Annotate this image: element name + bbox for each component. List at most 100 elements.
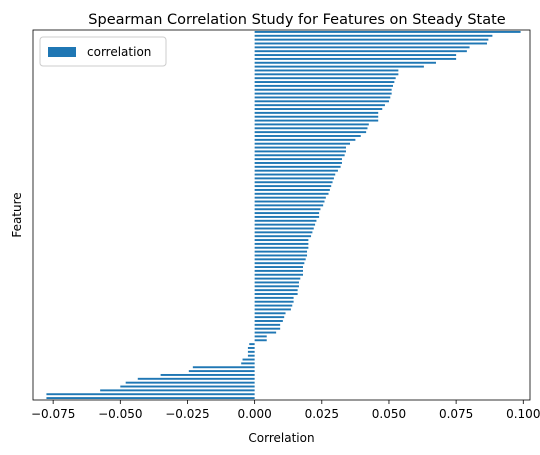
bar	[254, 92, 392, 95]
bar	[254, 323, 281, 326]
bar	[254, 77, 396, 80]
bar	[254, 88, 392, 91]
bar	[254, 273, 303, 276]
y-axis-label: Feature	[10, 192, 24, 237]
x-tick-label: −0.025	[165, 407, 209, 421]
bar	[254, 123, 369, 126]
bar	[254, 231, 313, 234]
bar	[254, 30, 521, 33]
bar	[254, 150, 346, 153]
x-axis-ticks: −0.075 −0.050 −0.025 0.000 0.025 0.050 0.075 0.…	[31, 400, 540, 421]
bar	[242, 358, 255, 361]
legend: correlation	[39, 36, 167, 67]
bar	[254, 281, 299, 284]
bar	[254, 84, 393, 87]
bar	[254, 300, 294, 303]
bar	[254, 127, 368, 130]
bar	[254, 223, 316, 226]
legend-label-correlation: correlation	[87, 45, 151, 59]
bar	[254, 289, 298, 292]
bar	[254, 119, 379, 122]
bar-group	[46, 30, 521, 400]
x-tick-label: 0.025	[305, 407, 339, 421]
bar	[254, 169, 338, 172]
bar	[254, 235, 312, 238]
bar	[120, 385, 255, 388]
bar	[160, 373, 255, 376]
bar	[254, 154, 345, 157]
bar	[254, 54, 457, 57]
x-tick-label: −0.075	[31, 407, 75, 421]
bar	[254, 115, 379, 118]
bar	[254, 320, 283, 322]
x-axis-label: Correlation	[248, 431, 314, 445]
x-tick-label: 0.100	[506, 407, 540, 421]
bar	[254, 215, 320, 218]
bar	[254, 339, 267, 342]
bar	[254, 277, 301, 280]
bar	[254, 239, 309, 242]
legend-box	[39, 36, 167, 67]
bar	[46, 397, 255, 400]
plot-frame	[32, 29, 531, 401]
bar	[254, 327, 281, 330]
bar	[254, 200, 325, 203]
bar	[254, 138, 356, 141]
bar	[254, 258, 306, 261]
bar	[254, 131, 367, 134]
bar	[247, 347, 255, 349]
bar	[247, 350, 255, 353]
x-tick-label: 0.050	[372, 407, 406, 421]
legend-swatch-correlation	[48, 47, 76, 57]
bar	[192, 366, 255, 369]
bar	[254, 335, 267, 338]
bar	[254, 96, 391, 99]
bar	[241, 362, 255, 365]
bar	[254, 293, 298, 295]
bar	[254, 146, 346, 149]
x-tick-label: −0.050	[98, 407, 142, 421]
bar	[254, 162, 342, 164]
bar	[46, 393, 255, 396]
bar	[254, 331, 277, 334]
bar	[254, 65, 424, 68]
bar	[254, 254, 308, 257]
bar	[254, 50, 467, 53]
bar	[254, 177, 334, 180]
bar	[254, 100, 389, 103]
bar	[125, 381, 255, 384]
x-tick-label: 0.000	[237, 407, 271, 421]
bar	[254, 192, 329, 195]
bar	[254, 108, 383, 110]
bar	[137, 377, 255, 380]
x-tick-label: 0.075	[439, 407, 473, 421]
chart-title: Spearman Correlation Study for Features …	[88, 12, 505, 28]
bar	[254, 296, 294, 299]
bar	[254, 69, 399, 72]
bar	[100, 389, 255, 392]
bar	[254, 208, 321, 211]
bar	[254, 250, 308, 253]
bar	[254, 204, 324, 207]
bar	[254, 104, 385, 107]
bar	[254, 246, 309, 249]
bar	[254, 81, 395, 83]
bar	[188, 370, 255, 373]
bar	[254, 73, 399, 76]
bar	[254, 219, 317, 222]
bar	[254, 185, 332, 188]
bar	[254, 227, 314, 230]
bar	[254, 308, 291, 311]
bar	[254, 269, 303, 272]
bar	[254, 188, 330, 191]
bar	[247, 354, 255, 357]
bar	[254, 142, 351, 145]
bar	[254, 158, 342, 161]
bar	[254, 38, 489, 41]
bar	[254, 312, 286, 315]
bar	[254, 316, 285, 319]
bar	[254, 196, 326, 199]
bar	[254, 212, 320, 215]
bar	[254, 181, 333, 184]
